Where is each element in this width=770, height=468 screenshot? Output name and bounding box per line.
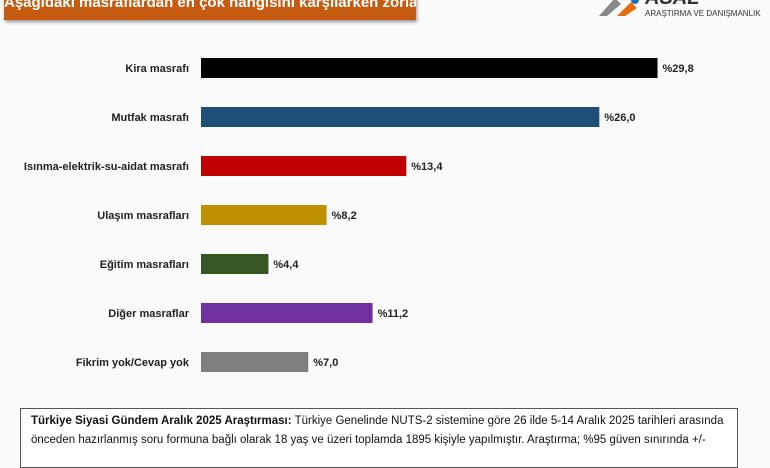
data-label: %26,0 (604, 112, 635, 124)
footer-title: Türkiye Siyasi Gündem Aralık 2025 Araştı… (31, 415, 292, 427)
logo-icon (599, 0, 639, 16)
bar (201, 107, 600, 127)
category-label: Ulaşım masrafları (97, 210, 189, 222)
logo-tagline: ARAŞTIRMA VE DANIŞMANLIK (645, 9, 761, 18)
category-label: Mutfak masrafı (111, 112, 189, 124)
methodology-note: Türkiye Siyasi Gündem Aralık 2025 Araştı… (20, 408, 738, 468)
data-label: %7,0 (313, 357, 338, 369)
data-label: %11,2 (378, 308, 409, 320)
logo: ASAL ARAŞTIRMA VE DANIŞMANLIK (595, 0, 765, 22)
footer-text: Türkiye Genelinde NUTS-2 sistemine göre … (31, 415, 724, 446)
category-label: Kira masrafı (125, 63, 189, 75)
logo-name: ASAL (645, 0, 699, 8)
bar (201, 352, 309, 372)
category-label: Fikrim yok/Cevap yok (76, 357, 190, 369)
bar-chart: Kira masrafı %29,8 Mutfak masrafı %26,0 Isın… (24, 58, 694, 372)
bar (201, 303, 373, 323)
bar (201, 58, 658, 78)
data-label: %29,8 (663, 63, 694, 75)
data-label: %8,2 (332, 210, 357, 222)
category-label: Eğitim masrafları (100, 259, 189, 271)
data-label: %4,4 (273, 259, 299, 271)
bar (201, 254, 269, 274)
category-label: Isınma-elektrik-su-aidat masrafı (24, 161, 189, 173)
bar (201, 205, 327, 225)
bar (201, 156, 407, 176)
data-label: %13,4 (411, 161, 443, 173)
category-label: Diğer masraflar (108, 308, 189, 320)
question-title: Aşağıdaki masraflardan en çok hangisini … (4, 0, 416, 20)
